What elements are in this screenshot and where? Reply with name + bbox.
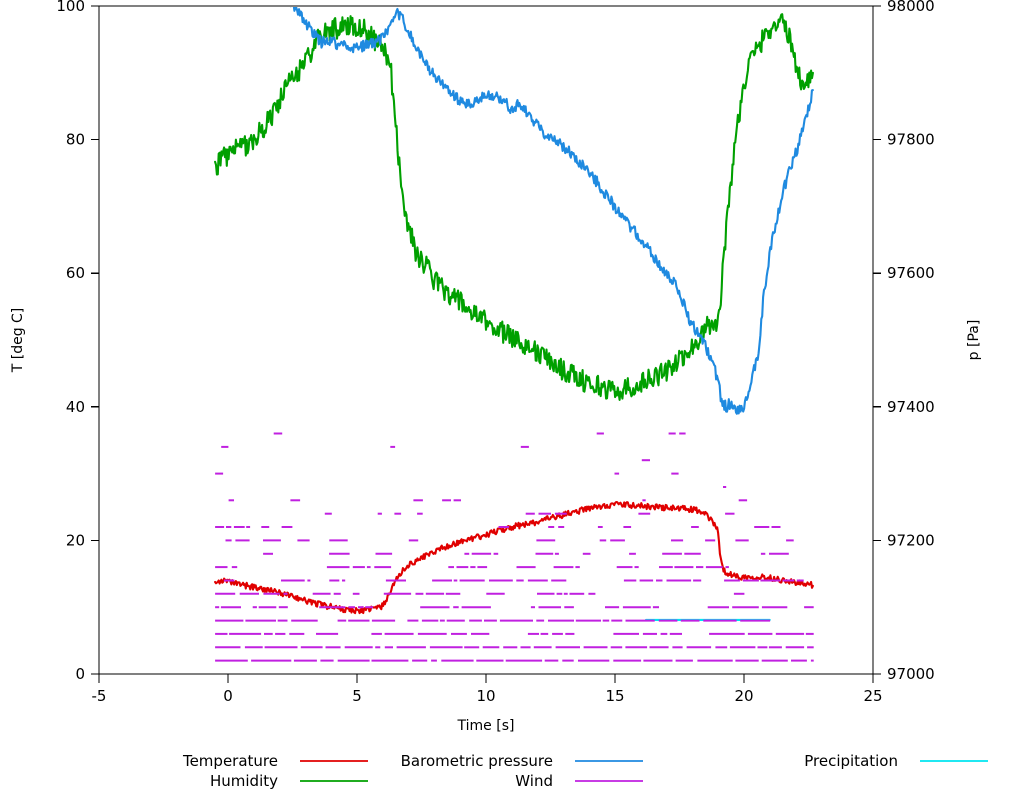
- x-tick-label: -5: [92, 687, 107, 705]
- y-axis-title: T [deg C]: [10, 308, 26, 374]
- series-wind: [215, 432, 814, 662]
- y2-tick-label: 97800: [887, 131, 935, 149]
- y2-tick-label: 97000: [887, 665, 935, 683]
- y2-tick-label: 97400: [887, 398, 935, 416]
- y-tick-label: 40: [66, 398, 85, 416]
- legend-label-wind[interactable]: Wind: [515, 772, 553, 790]
- legend-label-barometric-pressure[interactable]: Barometric pressure: [401, 752, 553, 770]
- x-axis-title: Time [s]: [457, 718, 515, 734]
- y2-axis-title: p [Pa]: [966, 320, 982, 361]
- x-tick-label: 0: [223, 687, 233, 705]
- y2-tick-label: 98000: [887, 0, 935, 15]
- axis-ticks: 0204060801009700097200974009760097800980…: [56, 0, 934, 705]
- y-tick-label: 80: [66, 131, 85, 149]
- axis-titles: Time [s] T [deg C] p [Pa]: [10, 308, 982, 734]
- legend-label-temperature[interactable]: Temperature: [182, 752, 278, 770]
- x-tick-label: 10: [476, 687, 495, 705]
- x-tick-label: 5: [352, 687, 362, 705]
- x-tick-label: 20: [734, 687, 753, 705]
- y-tick-label: 60: [66, 264, 85, 282]
- plot-frame: [98, 5, 874, 675]
- series-temperature: [214, 500, 814, 615]
- y-tick-label: 0: [75, 665, 85, 683]
- plot-area: [214, 7, 814, 662]
- x-tick-label: 25: [863, 687, 882, 705]
- y2-tick-label: 97600: [887, 264, 935, 282]
- y2-tick-label: 97200: [887, 531, 935, 549]
- x-tick-label: 15: [605, 687, 624, 705]
- series-barometric-pressure: [290, 7, 814, 415]
- legend-label-precipitation[interactable]: Precipitation: [804, 752, 898, 770]
- y-tick-label: 20: [66, 531, 85, 549]
- y-tick-label: 100: [56, 0, 85, 15]
- legend-label-humidity[interactable]: Humidity: [210, 772, 278, 790]
- series-humidity: [214, 13, 814, 401]
- legend: Temperature Humidity Barometric pressure Wi…: [182, 752, 988, 790]
